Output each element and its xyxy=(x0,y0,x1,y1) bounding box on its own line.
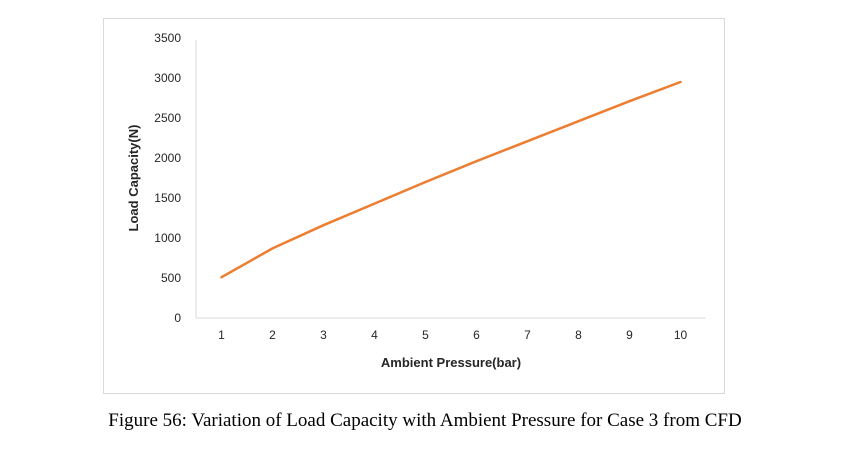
data-point xyxy=(628,100,631,103)
line-chart: 0 500 1000 1500 2000 2500 3000 3500 1 2 3 4 5 6 7 8 9 10… xyxy=(126,31,706,370)
data-point xyxy=(271,247,274,250)
chart-area xyxy=(103,18,725,394)
y-axis-title: Load Capacity(N) xyxy=(126,125,141,232)
data-point xyxy=(475,160,478,163)
y-tick-label: 0 xyxy=(174,311,181,325)
y-tick-labels: 0 500 1000 1500 2000 2500 3000 3500 xyxy=(154,31,181,325)
y-tick-label: 3500 xyxy=(154,31,181,45)
data-point xyxy=(220,276,223,279)
y-tick-label: 1500 xyxy=(154,191,181,205)
y-tick-label: 3000 xyxy=(154,71,181,85)
data-point xyxy=(679,81,682,83)
x-tick-label: 5 xyxy=(422,328,429,342)
figure-caption: Figure 56: Variation of Load Capacity wi… xyxy=(108,410,742,431)
data-point xyxy=(424,181,427,183)
x-tick-label: 2 xyxy=(269,328,276,342)
series-line xyxy=(220,80,682,279)
data-point xyxy=(577,120,580,123)
x-tick-label: 9 xyxy=(626,328,633,342)
x-tick-label: 7 xyxy=(524,328,531,342)
y-tick-label: 1000 xyxy=(154,231,181,245)
x-tick-labels: 1 2 3 4 5 6 7 8 9 10 xyxy=(218,328,687,342)
x-tick-label: 3 xyxy=(320,328,327,342)
x-tick-label: 10 xyxy=(674,328,688,342)
data-point xyxy=(526,140,529,143)
x-tick-label: 4 xyxy=(371,328,378,342)
x-axis-title: Ambient Pressure(bar) xyxy=(381,355,521,370)
data-point xyxy=(322,224,325,227)
y-tick-label: 2000 xyxy=(154,151,181,165)
y-tick-label: 2500 xyxy=(154,111,181,125)
y-tick-label: 500 xyxy=(161,271,181,285)
x-tick-label: 8 xyxy=(575,328,582,342)
series-layer xyxy=(220,80,682,279)
data-point xyxy=(373,202,376,205)
x-tick-label: 6 xyxy=(473,328,480,342)
x-tick-label: 1 xyxy=(218,328,225,342)
